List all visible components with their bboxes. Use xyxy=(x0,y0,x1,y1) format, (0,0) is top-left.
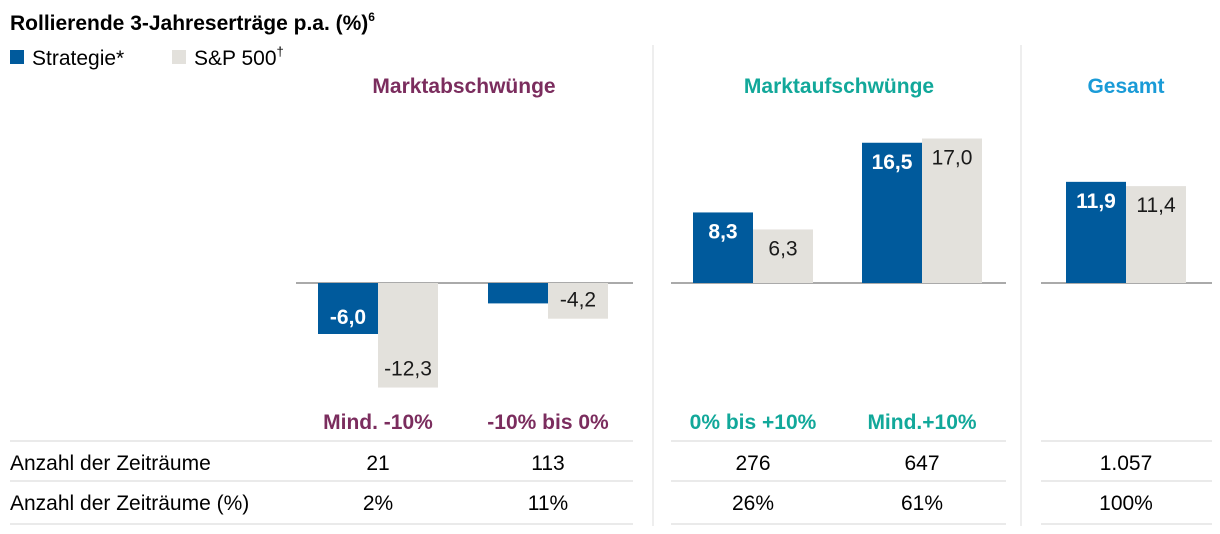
bar-strategie-3 xyxy=(862,142,922,283)
bar-strategie-2 xyxy=(693,212,753,283)
legend-label-strategie: Strategie* xyxy=(32,47,124,70)
value-label-strategie-1: -2,4 xyxy=(500,330,537,353)
bar-strategie-0 xyxy=(318,283,378,334)
value-label-sp500-4: 11,4 xyxy=(1136,194,1176,217)
value-label-sp500-1: -4,2 xyxy=(560,289,596,312)
value-label-strategie-0: -6,0 xyxy=(330,306,366,329)
table-row-label-count: Anzahl der Zeiträume xyxy=(10,452,211,475)
legend-label-sp500: S&P 500† xyxy=(194,44,284,70)
table-cell-count-3: 647 xyxy=(904,452,939,475)
value-labels: -6,0 -12,3 -2,4 -4,2 8,3 6,3 16,5 17,0 11,9 11,4 xyxy=(330,147,1176,381)
value-label-strategie-3: 16,5 xyxy=(872,151,913,174)
value-label-sp500-2: 6,3 xyxy=(768,237,797,260)
chart-title: Rollierende 3-Jahreserträge p.a. (%)6 xyxy=(10,10,375,35)
legend: Strategie* S&P 500† xyxy=(10,44,284,70)
category-label-mind-plus-10: Mind.+10% xyxy=(867,411,976,434)
group-title-aufschwuenge: Marktaufschwünge xyxy=(744,75,934,98)
table-cell-percent-2: 26% xyxy=(732,492,774,515)
category-label-minus-10-bis-0: -10% bis 0% xyxy=(487,411,609,434)
table-separators xyxy=(10,440,1212,525)
category-label-0-bis-plus-10: 0% bis +10% xyxy=(690,411,817,434)
value-label-strategie-4: 11,9 xyxy=(1076,190,1116,213)
legend-swatch-strategie xyxy=(10,50,24,64)
table-cell-count-2: 276 xyxy=(735,452,770,475)
table-cell-percent-1: 11% xyxy=(528,492,568,515)
table-cell-count-0: 21 xyxy=(366,452,389,475)
group-title-abschwuenge: Marktabschwünge xyxy=(372,75,555,98)
table-cell-count-1: 113 xyxy=(531,452,564,475)
bars xyxy=(318,138,1186,388)
legend-swatch-sp500 xyxy=(172,50,186,64)
bar-sp500-0 xyxy=(378,283,438,388)
table-cell-percent-4: 100% xyxy=(1099,492,1153,515)
table-cell-percent-0: 2% xyxy=(363,492,393,515)
bar-sp500-1 xyxy=(548,283,608,319)
bar-sp500-3 xyxy=(922,138,982,283)
bar-sp500-4 xyxy=(1126,186,1186,283)
bar-sp500-2 xyxy=(753,229,813,283)
table-row-label-percent: Anzahl der Zeiträume (%) xyxy=(10,492,249,515)
value-label-strategie-2: 8,3 xyxy=(708,220,737,243)
value-label-sp500-3: 17,0 xyxy=(932,147,973,170)
category-label-mind-minus-10: Mind. -10% xyxy=(323,411,433,434)
group-title-gesamt: Gesamt xyxy=(1087,75,1164,98)
value-label-sp500-0: -12,3 xyxy=(384,358,432,381)
table-cell-percent-3: 61% xyxy=(901,492,943,515)
table-cell-count-4: 1.057 xyxy=(1100,452,1153,475)
bar-strategie-4 xyxy=(1066,181,1126,283)
bar-strategie-1 xyxy=(488,283,548,304)
